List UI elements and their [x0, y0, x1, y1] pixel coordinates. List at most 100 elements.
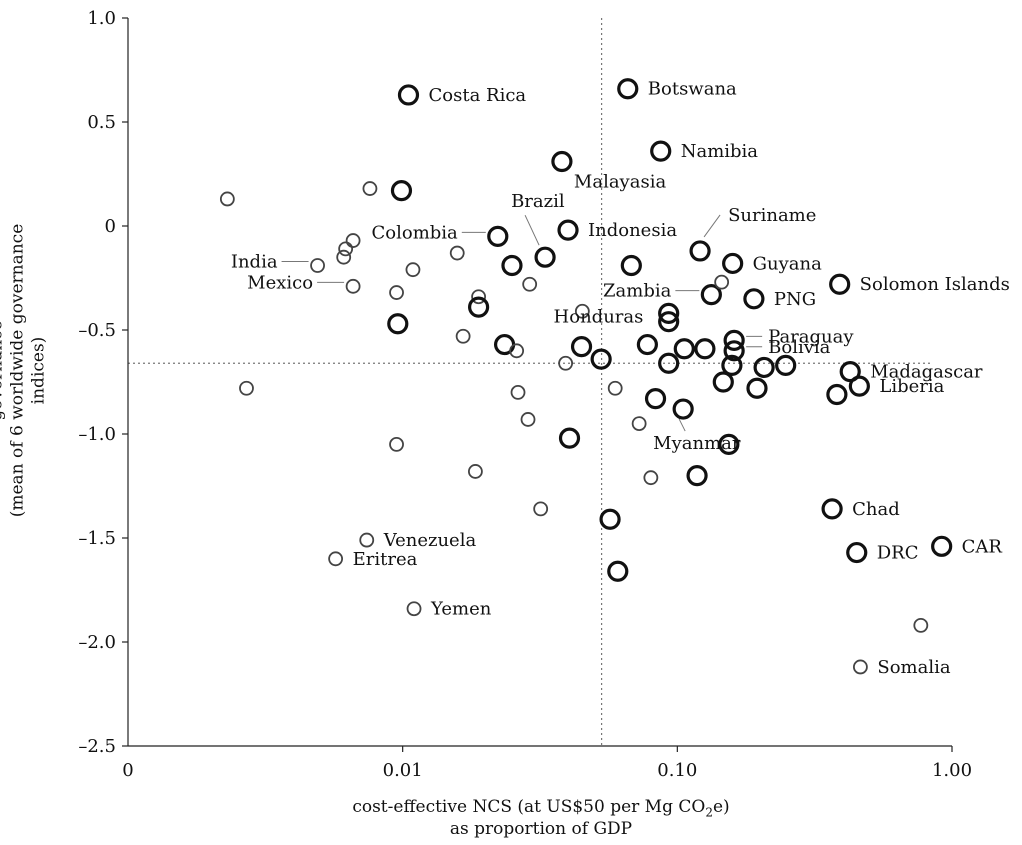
x-tick-label: 0.10	[657, 760, 697, 781]
data-point	[620, 254, 642, 277]
data-point	[607, 380, 623, 396]
data-point	[636, 333, 658, 356]
data-point	[644, 388, 667, 410]
reference-lines	[128, 18, 932, 746]
data-point	[689, 240, 711, 262]
y-axis-label: governance (mean of 6 worldwide governan…	[0, 223, 49, 518]
data-point	[631, 416, 647, 432]
data-point	[310, 258, 325, 273]
data-point	[551, 150, 573, 173]
data-point	[397, 84, 420, 106]
point-label: Brazil	[511, 191, 565, 212]
data-point	[487, 225, 509, 247]
point-label: Malayasia	[574, 172, 667, 193]
data-point	[455, 328, 471, 344]
point-label: Solomon Islands	[860, 274, 1010, 295]
data-point	[389, 285, 404, 300]
data-point	[522, 276, 538, 292]
data-point	[846, 541, 868, 564]
data-point	[848, 375, 870, 397]
x-tick-label: 1.00	[932, 760, 972, 781]
label-leader-line	[678, 418, 686, 432]
data-point	[658, 352, 680, 374]
point-label: Somalia	[877, 657, 950, 678]
data-point	[694, 338, 716, 360]
data-point	[468, 296, 490, 318]
data-point	[821, 498, 843, 520]
x-tick-label: 0.01	[383, 760, 423, 781]
data-point	[449, 245, 465, 261]
point-label: Colombia	[372, 222, 459, 243]
label-leader-line	[703, 214, 721, 238]
data-point	[405, 262, 421, 278]
point-label: Myanmar	[653, 433, 741, 454]
data-point	[721, 354, 743, 376]
data-points	[219, 78, 953, 675]
data-point	[359, 532, 375, 548]
data-point	[336, 249, 352, 265]
data-point	[913, 617, 929, 633]
data-point	[672, 398, 694, 420]
data-point	[743, 288, 765, 310]
data-point	[558, 427, 581, 449]
data-point	[338, 241, 354, 257]
data-point	[406, 601, 422, 617]
point-label: Venezuela	[383, 530, 477, 551]
y-tick-label: 0.5	[87, 112, 116, 133]
data-point	[599, 508, 621, 530]
y-tick-label: –1.5	[78, 528, 116, 549]
point-label: India	[231, 252, 278, 273]
data-point	[718, 433, 740, 455]
x-axis-label: cost-effective NCS (at US$50 per Mg CO2e…	[352, 797, 730, 820]
data-point	[570, 336, 593, 358]
data-point	[390, 180, 413, 202]
point-label: Botswana	[648, 79, 737, 100]
data-point	[650, 140, 672, 162]
point-label: Zambia	[603, 281, 672, 302]
data-point	[829, 273, 851, 295]
data-point	[520, 412, 536, 427]
point-label: CAR	[962, 536, 1003, 557]
data-point	[722, 252, 744, 275]
data-point	[775, 354, 797, 376]
data-point	[658, 302, 680, 324]
data-point	[643, 470, 659, 486]
point-labels: Costa Rica Botswana Namibia Malayasia Indone…	[231, 79, 1010, 678]
data-point	[658, 311, 680, 333]
point-label: Paraguay	[768, 326, 854, 347]
data-point	[723, 340, 745, 362]
data-point	[714, 274, 730, 290]
data-point	[686, 465, 708, 487]
x-axis-label-line2: as proportion of GDP	[449, 819, 633, 839]
y-tick-label: –0.5	[78, 320, 116, 341]
data-point	[345, 278, 361, 294]
data-point	[389, 436, 404, 452]
point-label: Mexico	[247, 272, 313, 293]
y-tick-label: 0	[105, 216, 116, 237]
y-tick-label: –2.0	[78, 632, 116, 653]
data-point	[534, 246, 556, 268]
data-point	[345, 233, 361, 248]
data-point	[673, 338, 695, 360]
data-point	[931, 535, 953, 557]
point-label: DRC	[877, 543, 919, 564]
point-label: Guyana	[753, 253, 822, 274]
data-point	[700, 284, 722, 306]
point-label: Honduras	[554, 307, 644, 328]
data-point	[468, 464, 483, 479]
data-point	[746, 377, 768, 399]
data-point	[617, 78, 639, 100]
data-point	[839, 361, 861, 383]
data-point	[471, 289, 487, 305]
data-point	[590, 348, 612, 370]
point-label: Chad	[852, 499, 900, 520]
data-point	[853, 659, 868, 675]
data-point	[574, 303, 590, 319]
data-point	[219, 191, 235, 207]
data-point	[328, 551, 344, 567]
y-tick-label: 1.0	[87, 8, 116, 29]
data-point	[510, 384, 526, 400]
point-label: Yemen	[430, 599, 492, 620]
point-label: Suriname	[728, 205, 816, 226]
